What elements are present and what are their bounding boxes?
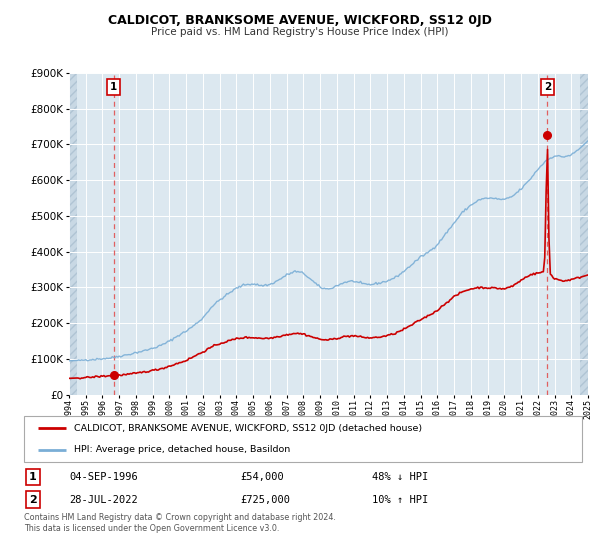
Text: 10% ↑ HPI: 10% ↑ HPI <box>372 494 428 505</box>
Text: 1: 1 <box>29 472 37 482</box>
Text: 28-JUL-2022: 28-JUL-2022 <box>69 494 138 505</box>
Text: £725,000: £725,000 <box>240 494 290 505</box>
Text: 2: 2 <box>544 82 551 92</box>
Bar <box>69 73 77 395</box>
Text: 48% ↓ HPI: 48% ↓ HPI <box>372 472 428 482</box>
FancyBboxPatch shape <box>24 416 582 462</box>
Bar <box>580 73 588 395</box>
Text: Price paid vs. HM Land Registry's House Price Index (HPI): Price paid vs. HM Land Registry's House … <box>151 27 449 37</box>
Text: HPI: Average price, detached house, Basildon: HPI: Average price, detached house, Basi… <box>74 445 290 454</box>
Text: 2: 2 <box>29 494 37 505</box>
Text: £54,000: £54,000 <box>240 472 284 482</box>
Text: CALDICOT, BRANKSOME AVENUE, WICKFORD, SS12 0JD: CALDICOT, BRANKSOME AVENUE, WICKFORD, SS… <box>108 14 492 27</box>
Text: 04-SEP-1996: 04-SEP-1996 <box>69 472 138 482</box>
Text: CALDICOT, BRANKSOME AVENUE, WICKFORD, SS12 0JD (detached house): CALDICOT, BRANKSOME AVENUE, WICKFORD, SS… <box>74 424 422 433</box>
Text: 1: 1 <box>110 82 118 92</box>
Text: This data is licensed under the Open Government Licence v3.0.: This data is licensed under the Open Gov… <box>24 524 280 533</box>
Text: Contains HM Land Registry data © Crown copyright and database right 2024.: Contains HM Land Registry data © Crown c… <box>24 513 336 522</box>
